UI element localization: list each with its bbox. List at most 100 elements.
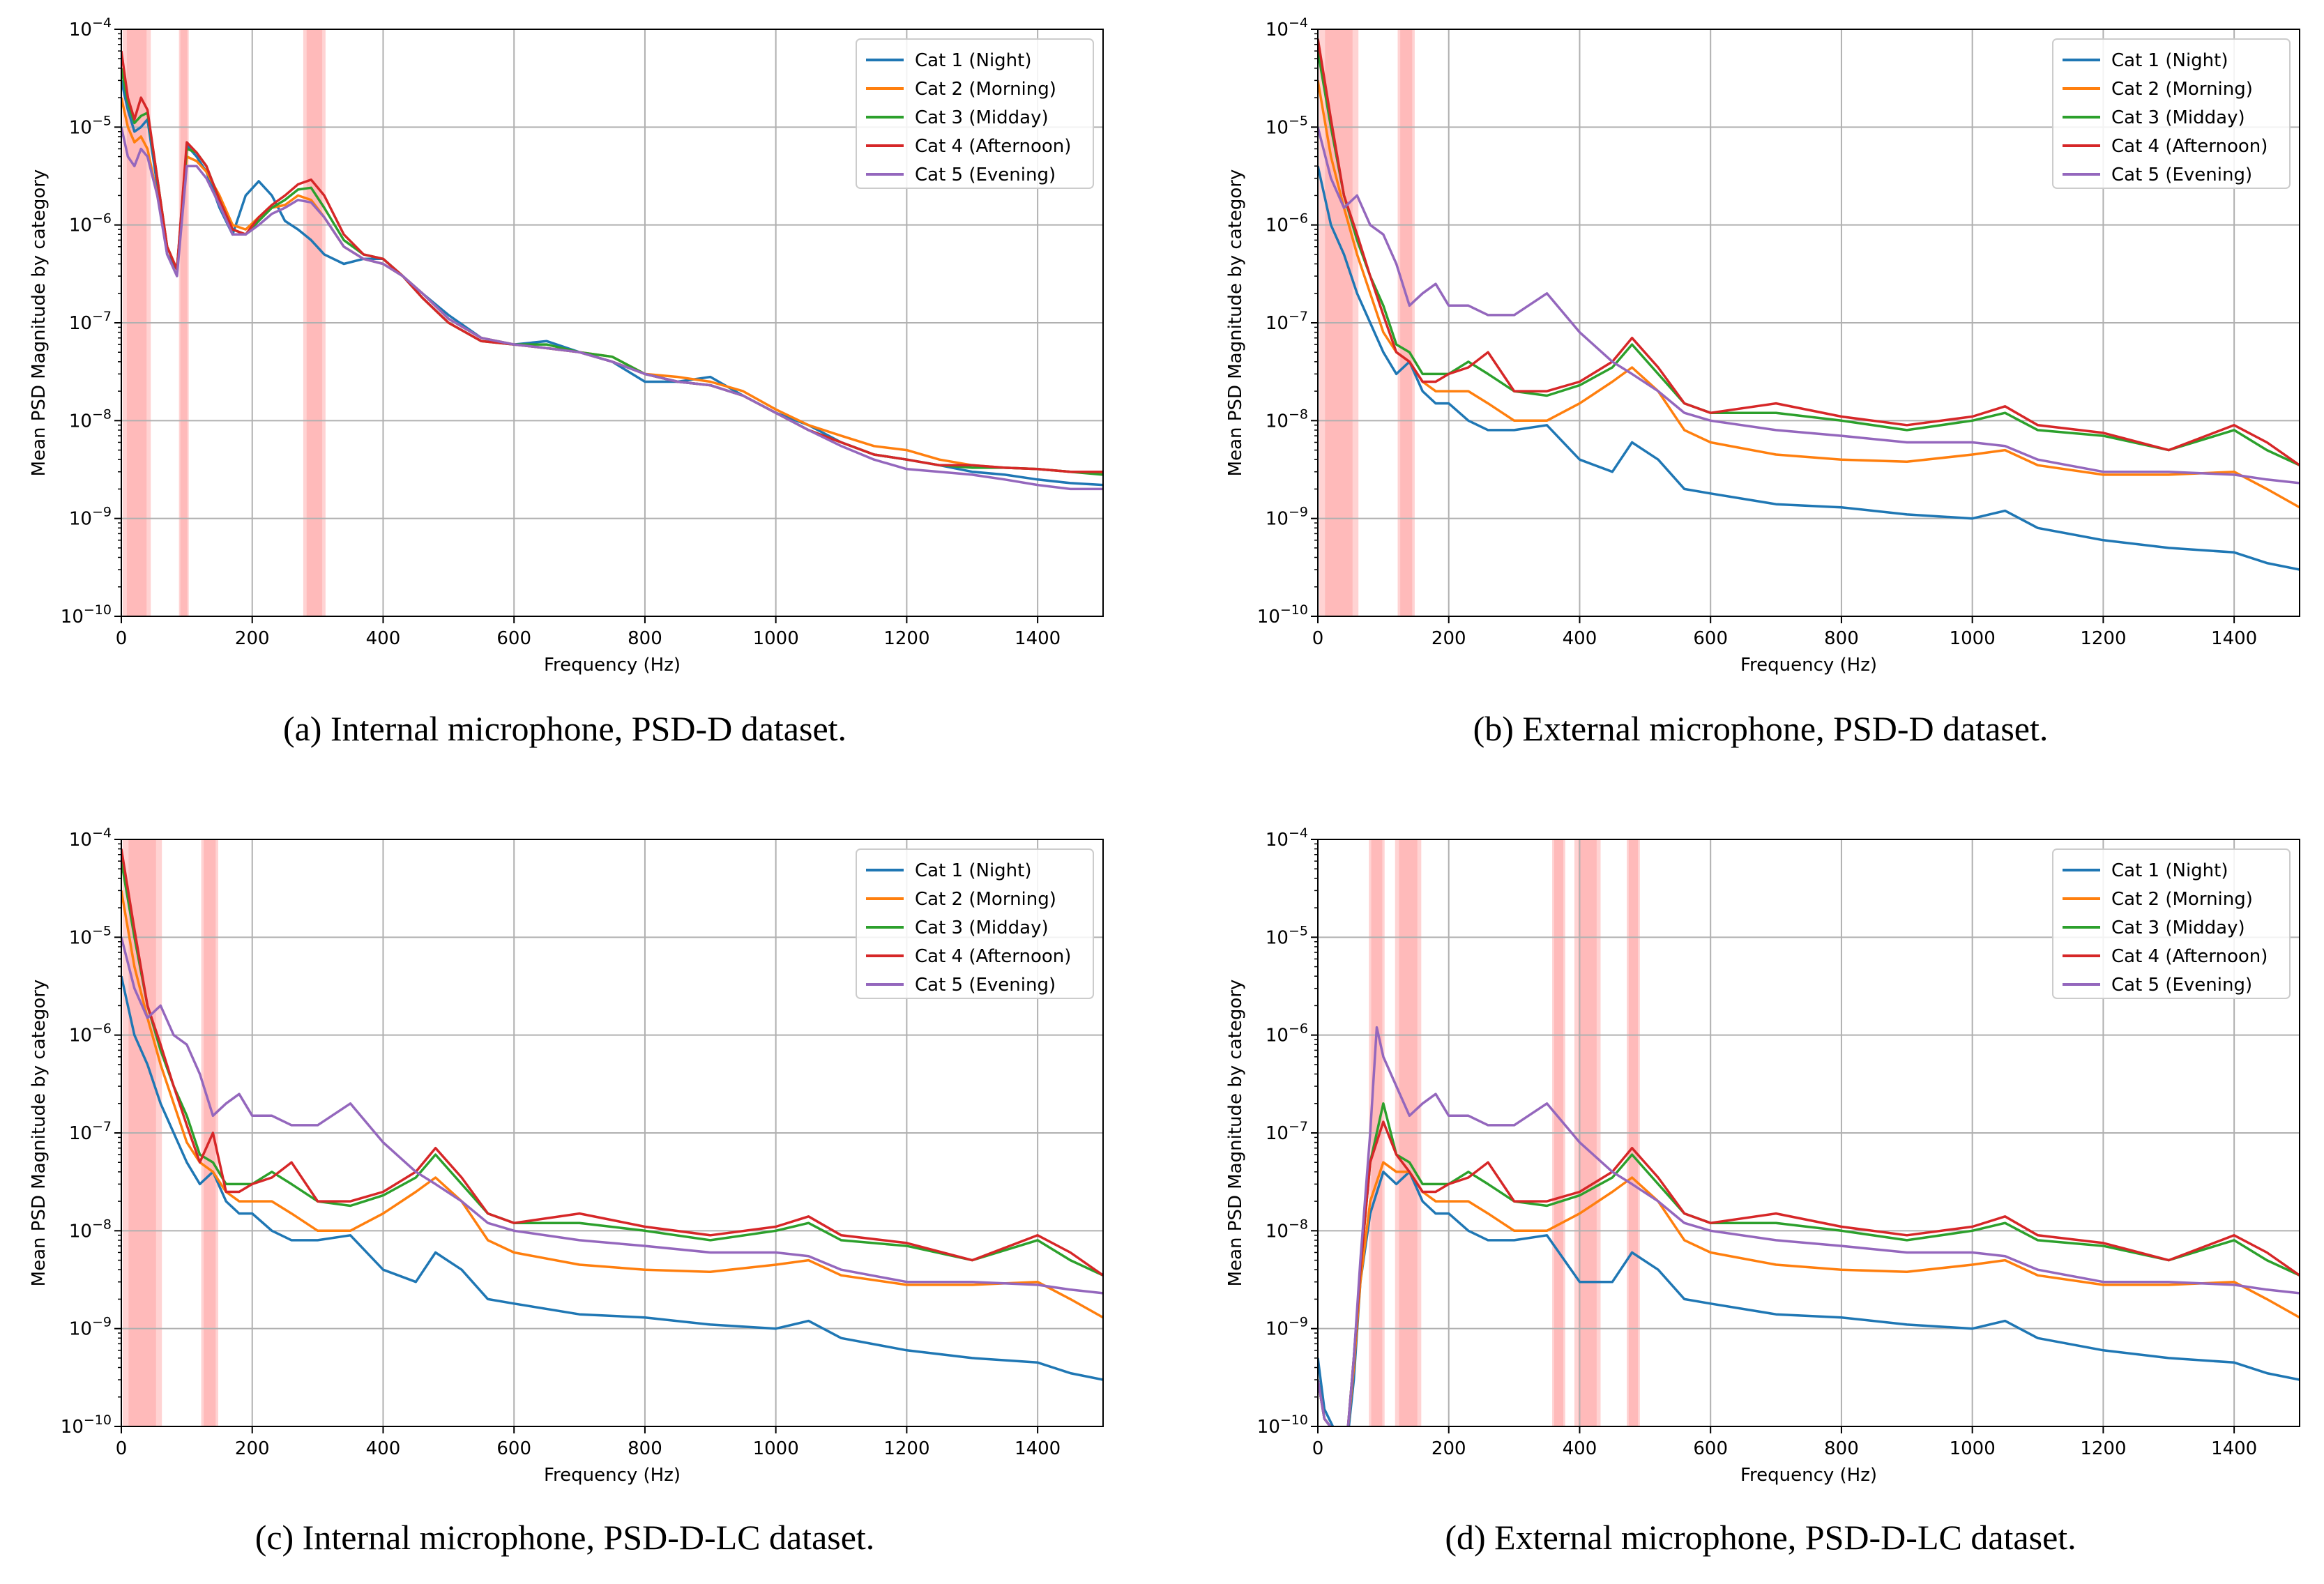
legend-box xyxy=(856,38,1094,189)
x-tick-label: 1000 xyxy=(1950,628,1996,649)
x-tick-label: 600 xyxy=(1693,1438,1728,1459)
series-line-cat-4 xyxy=(1318,38,2300,466)
x-tick-label: 1400 xyxy=(2211,628,2257,649)
legend-entry: Cat 4 (Afternoon) xyxy=(915,946,1071,967)
y-tick-label: 10−6 xyxy=(69,211,112,236)
x-axis-label: Frequency (Hz) xyxy=(1740,655,1877,676)
series-line-cat-4 xyxy=(121,848,1103,1277)
legend-entry: Cat 2 (Morning) xyxy=(2111,79,2253,100)
x-tick-label: 0 xyxy=(116,1438,128,1459)
x-tick-label: 1400 xyxy=(1015,628,1061,649)
x-tick-label: 1000 xyxy=(753,628,799,649)
x-tick-label: 400 xyxy=(366,628,401,649)
y-tick-label: 10−5 xyxy=(69,923,112,948)
x-axis-label: Frequency (Hz) xyxy=(544,655,681,676)
legend-entry: Cat 1 (Night) xyxy=(915,860,1032,881)
legend: Cat 1 (Night) Cat 2 (Morning) Cat 3 (Midda… xyxy=(856,848,1094,999)
x-tick-label: 600 xyxy=(496,1438,531,1459)
legend-entry: Cat 3 (Midday) xyxy=(915,107,1049,128)
legend-box xyxy=(2052,38,2291,189)
x-axis-label: Frequency (Hz) xyxy=(544,1465,681,1486)
legend-entry: Cat 1 (Night) xyxy=(2111,860,2228,881)
subfigure-caption: (c) Internal microphone, PSD-D-LC datase… xyxy=(255,1518,875,1557)
chart-panel-a: 0 200 400 600 800 1000 1200 1400 10−10 10−9 10−8 10… xyxy=(29,15,1104,748)
series-lines xyxy=(1318,1026,2300,1426)
y-tick-label: 10−9 xyxy=(1266,505,1308,530)
subfigure-caption: (b) External microphone, PSD-D dataset. xyxy=(1473,709,2049,748)
series-line-cat-5 xyxy=(1318,1026,2300,1426)
series-line-cat-1 xyxy=(1318,165,2300,571)
y-tick-label: 10−4 xyxy=(1266,825,1308,851)
y-tick-label: 10−8 xyxy=(69,406,112,432)
x-tick-label: 800 xyxy=(1824,1438,1859,1459)
y-tick-label: 10−7 xyxy=(1266,1119,1308,1144)
legend-entry: Cat 3 (Midday) xyxy=(915,917,1049,938)
series-line-cat-2 xyxy=(1318,1161,2300,1426)
y-tick-label: 10−4 xyxy=(1266,15,1308,40)
series-line-cat-2 xyxy=(121,890,1103,1319)
y-tick-label: 10−10 xyxy=(1257,1412,1308,1438)
y-tick-label: 10−8 xyxy=(69,1217,112,1242)
x-tick-label: 400 xyxy=(1563,628,1597,649)
y-tick-label: 10−5 xyxy=(1266,923,1308,948)
series-line-cat-4 xyxy=(121,50,1103,473)
series-lines xyxy=(1318,38,2300,571)
legend-entry: Cat 2 (Morning) xyxy=(915,889,1056,910)
x-tick-label: 400 xyxy=(366,1438,401,1459)
x-tick-label: 200 xyxy=(1431,1438,1466,1459)
chart-panel-b: 0 200 400 600 800 1000 1200 1400 10−10 10−9 10−8 10… xyxy=(1225,15,2300,748)
y-axis-label: Mean PSD Magnitude by category xyxy=(1225,169,1246,477)
x-tick-label: 1400 xyxy=(1015,1438,1061,1459)
chart-panel-c: 0 200 400 600 800 1000 1200 1400 10−10 10−9 10−8 10… xyxy=(29,825,1104,1557)
legend-entry: Cat 5 (Evening) xyxy=(2111,165,2252,185)
y-axis-label: Mean PSD Magnitude by category xyxy=(29,980,50,1287)
y-tick-label: 10−9 xyxy=(69,1315,112,1340)
legend-entry: Cat 4 (Afternoon) xyxy=(2111,946,2268,967)
legend-entry: Cat 2 (Morning) xyxy=(2111,889,2253,910)
y-tick-label: 10−6 xyxy=(69,1021,112,1046)
legend-entry: Cat 3 (Midday) xyxy=(2111,917,2245,938)
subfigure-caption: (a) Internal microphone, PSD-D dataset. xyxy=(283,709,846,748)
x-tick-label: 1200 xyxy=(883,1438,929,1459)
y-tick-label: 10−7 xyxy=(1266,309,1308,334)
y-tick-label: 10−10 xyxy=(61,602,112,627)
y-tick-label: 10−9 xyxy=(1266,1315,1308,1340)
y-tick-label: 10−4 xyxy=(69,825,112,851)
series-line-cat-3 xyxy=(121,860,1103,1277)
legend-entry: Cat 5 (Evening) xyxy=(915,975,1056,996)
subfigure-caption: (d) External microphone, PSD-D-LC datase… xyxy=(1445,1518,2076,1557)
x-tick-label: 0 xyxy=(1312,628,1324,649)
legend-entry: Cat 4 (Afternoon) xyxy=(2111,136,2268,157)
y-tick-label: 10−7 xyxy=(69,309,112,334)
series-line-cat-3 xyxy=(1318,50,2300,466)
x-tick-label: 1200 xyxy=(2080,1438,2126,1459)
series-line-cat-4 xyxy=(1318,1120,2300,1426)
y-tick-label: 10−10 xyxy=(61,1412,112,1438)
series-lines xyxy=(121,50,1103,491)
series-line-cat-5 xyxy=(1318,126,2300,485)
legend-entry: Cat 5 (Evening) xyxy=(915,165,1056,185)
x-tick-label: 600 xyxy=(496,628,531,649)
legend: Cat 1 (Night) Cat 2 (Morning) Cat 3 (Midda… xyxy=(856,38,1094,189)
y-tick-label: 10−6 xyxy=(1266,1021,1308,1046)
y-tick-label: 10−6 xyxy=(1266,211,1308,236)
x-tick-label: 0 xyxy=(1312,1438,1324,1459)
x-tick-label: 0 xyxy=(116,628,128,649)
legend: Cat 1 (Night) Cat 2 (Morning) Cat 3 (Midda… xyxy=(2052,848,2291,999)
legend-entry: Cat 3 (Midday) xyxy=(2111,107,2245,128)
legend-box xyxy=(2052,848,2291,999)
x-tick-label: 200 xyxy=(1431,628,1466,649)
y-axis-label: Mean PSD Magnitude by category xyxy=(29,169,50,477)
y-tick-label: 10−5 xyxy=(1266,113,1308,138)
x-tick-label: 1200 xyxy=(2080,628,2126,649)
x-tick-label: 200 xyxy=(235,1438,270,1459)
series-line-cat-2 xyxy=(1318,80,2300,509)
x-tick-label: 800 xyxy=(628,628,662,649)
x-tick-label: 800 xyxy=(628,1438,662,1459)
legend-entry: Cat 4 (Afternoon) xyxy=(915,136,1071,157)
x-tick-label: 1200 xyxy=(883,628,929,649)
y-tick-label: 10−9 xyxy=(69,505,112,530)
x-tick-label: 800 xyxy=(1824,628,1859,649)
series-lines xyxy=(121,848,1103,1381)
y-tick-label: 10−4 xyxy=(69,15,112,40)
